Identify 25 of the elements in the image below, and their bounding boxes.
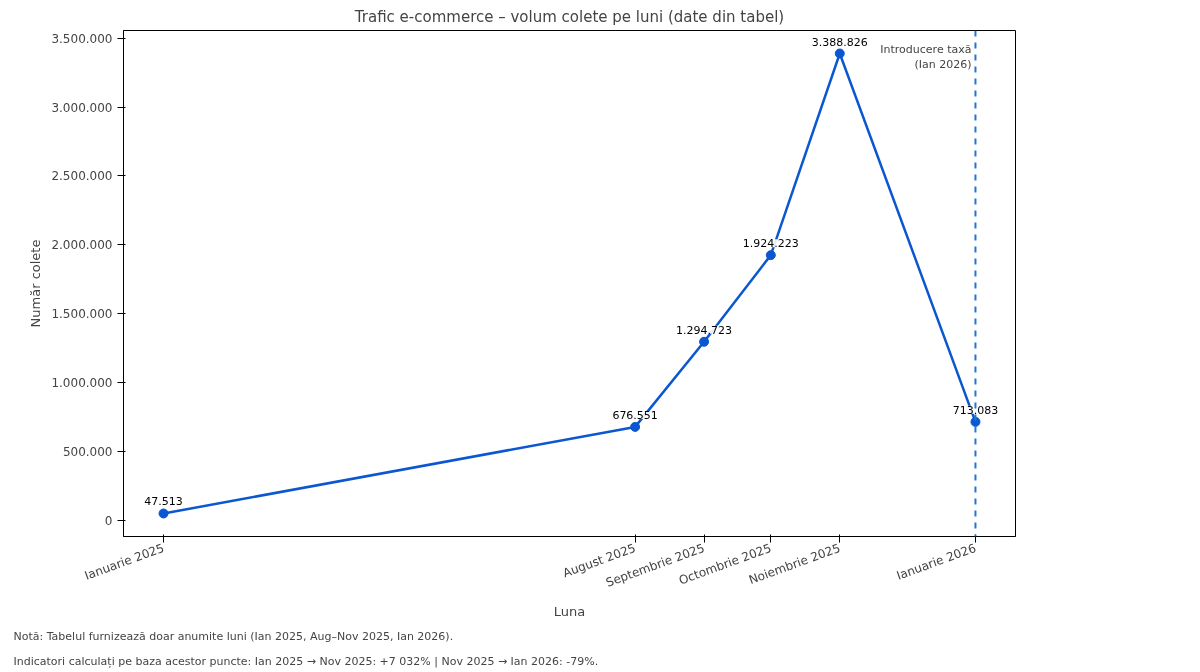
data-label: 1.924.223 [742,237,799,251]
data-label: 47.513 [144,495,183,509]
y-tick-label: 2.000.000 [51,238,113,253]
data-label: 713.083 [952,403,999,417]
y-tick-label: 0 [104,513,113,528]
data-label: 1.294.723 [676,323,733,337]
y-tick-label: 1.000.000 [51,375,113,390]
point [158,508,169,519]
point [765,250,776,261]
y-tick-label: 3.000.000 [51,100,113,115]
y-tick-label: 500.000 [62,444,113,459]
y-axis-title: Număr colete [28,239,44,328]
point [834,48,845,59]
text: Indicatori calculați pe baza acestor puncte: Ian 2025 → Nov 2025: +7 032% | Nov 2025 → Ian 2026: -79%. [13,654,599,668]
y-tick-label: 2.500.000 [51,169,113,184]
y-tick-label: 3.500.000 [51,31,113,46]
point [699,336,710,347]
text: Notă: Tabelul furnizează doar anumite luni (Ian 2025, Aug–Nov 2025, Ian 2026). [13,629,454,643]
y-tick-label: 1.500.000 [51,307,113,322]
point [630,421,641,432]
ref-line-label: Introducere taxă (Ian 2026) [880,42,972,72]
data-label: 676.551 [612,408,658,422]
data-label: 3.388.826 [811,35,868,49]
x-axis-title: Luna [553,604,586,620]
chart-title: Trafic e-commerce – volum colete pe luni (date din tabel) [353,7,785,26]
